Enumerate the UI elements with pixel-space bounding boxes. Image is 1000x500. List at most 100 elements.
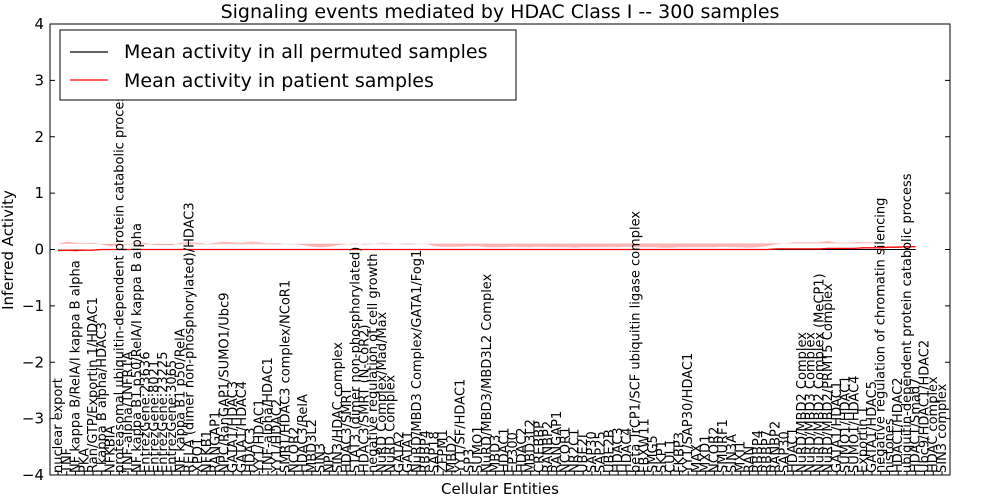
category-label: I kappa B alpha/HDAC3 (95, 322, 110, 473)
category-label: HDAC complex (926, 376, 941, 473)
y-axis-label: Inferred Activity (0, 190, 17, 310)
category-label: HDAC1/HDAC2 (891, 377, 906, 473)
category-label: Ubc9/HDAC1/HDAC2 (918, 340, 933, 473)
plot-frame (49, 23, 951, 476)
x-axis-label: Cellular Entities (441, 480, 559, 498)
category-label: SMG5 (646, 435, 661, 473)
category-label: RAN (742, 446, 757, 473)
category-label: RBBP4 (751, 430, 766, 473)
category-label: SIN3/HDAC complex (331, 342, 346, 473)
category-label: MXI1 (734, 441, 749, 473)
patient-band (58, 241, 916, 248)
category-label: HDAC4 (620, 427, 635, 473)
category-label: YY1/HDAC2 (270, 399, 285, 474)
category-label: histones (883, 418, 898, 473)
category-label: EntrezGene:3065 (165, 360, 180, 473)
category-label: SIN3 complex (935, 383, 950, 473)
category-label: XPO1 (191, 438, 206, 473)
category-label: SAP30 (585, 431, 600, 473)
category-label: STAT3 (dimer non-phosphorylated) (349, 247, 364, 473)
category-label: GATA1/HDAC4 (235, 381, 250, 473)
category-label: CUL1 (664, 439, 679, 473)
y-tick-label: 3 (34, 71, 44, 89)
category-label: NCOR2 (707, 427, 722, 473)
category-label: EntrezGene:23225 (156, 352, 171, 473)
category-label: TNF (60, 448, 75, 474)
category-label: proteasomal ubiquitin-dependent protein … (112, 88, 127, 473)
category-label: TNF-alpha/TNFR1A (121, 351, 136, 474)
category-label: YY1/SF/HDAC1 (454, 379, 469, 474)
chart-title: Signaling events mediated by HDAC Class … (221, 1, 780, 23)
category-label: NuRD/MBD2/PRMT5 Complex (821, 283, 836, 473)
category-label: RANGAP1 (209, 411, 224, 473)
category-label: PKA (77, 448, 92, 473)
legend-patient-label: Mean activity in patient samples (124, 70, 434, 92)
category-label: MBD2 (445, 435, 460, 473)
category-label: SP3 (462, 449, 477, 473)
legend-box (59, 29, 517, 101)
category-label: SKP1 (655, 440, 670, 473)
category-label: SMRT/HDAC3 complex/NCoR1 (279, 280, 294, 473)
category-label: YY1/HDAC1 (252, 399, 267, 474)
y-tick-label: −3 (22, 410, 44, 428)
category-label: SIN3A (725, 434, 740, 473)
category-label: NuRD/MBD3 Complex/GATA1/Fog1 (410, 250, 425, 473)
category-label: GATA1 (401, 431, 416, 473)
category-label: beta TrCP1/SCF ubiquitin ligase complex (629, 211, 644, 473)
category-label: NuRD/MBD3 Complex (804, 332, 819, 473)
category-label: MBD3L2 (305, 419, 320, 473)
category-label: FBXW11 (637, 418, 652, 473)
y-tick-label: −4 (22, 466, 44, 484)
y-tick-label: 2 (34, 128, 44, 146)
category-label: NuRD/MBD2 Complex (795, 332, 810, 473)
category-label: nuclear export (51, 378, 66, 473)
category-label: NuRD/MBD2 Complex (MeCP1) (813, 273, 828, 473)
category-label: NFKB1 (200, 430, 215, 473)
lines-layer (57, 246, 916, 252)
category-label: HDAC3/SMRT (N-CoR2) (357, 325, 372, 473)
category-label: NF kappa B/RelA/I kappa B alpha (69, 260, 84, 473)
y-tick-label: −2 (22, 353, 44, 371)
y-tick-label: 4 (34, 15, 44, 33)
category-label: HDAC1 (786, 427, 801, 473)
category-label: EntrezGene:23636 (139, 352, 154, 473)
category-label: SMURF1 (716, 419, 731, 473)
category-label: ubiquitin-dependent protein catabolic pr… (900, 173, 915, 473)
category-label: HDAC1 (497, 427, 512, 473)
category-label: SUMO1/HDAC4 (848, 376, 863, 473)
category-label: MBD3L2 (524, 419, 539, 473)
category-label: SAP18 (427, 431, 442, 473)
category-label: ZFPM1 (436, 429, 451, 473)
category-label: MBD3 (489, 435, 504, 473)
category-label: SUMO1/HDAC1 (839, 376, 854, 473)
category-label: NF kappa B1 p50/RelA (174, 328, 189, 473)
category-label: GATA2 (392, 431, 407, 473)
category-label: SAP30 (778, 431, 793, 473)
legend-permuted-label: Mean activity in all permuted samples (124, 41, 487, 63)
category-label: GATA1/HDAC5 (865, 381, 880, 473)
category-label: NuRD Complex (384, 375, 399, 473)
category-label: NCOR2 (287, 427, 302, 473)
category-label: NPC (322, 446, 337, 473)
y-tick-label: 1 (34, 184, 44, 202)
category-label: MXD1 (699, 435, 714, 473)
category-label: HDAC1/Smad7 (909, 378, 924, 473)
category-label: NFKBIA (104, 426, 119, 473)
category-label: HDAC3/RelA (296, 394, 311, 473)
category-label: SIN3 (314, 443, 329, 473)
category-label: negative regulation of chromatin silenci… (874, 198, 889, 473)
y-axis-ticks: −4 −3 −2 −1 0 1 2 3 4 (22, 15, 950, 484)
patient-mean-line (57, 246, 916, 252)
category-label: GATA1/HDAC3 (226, 381, 241, 473)
category-label: Exportin 1 (856, 406, 871, 473)
category-label: UBE2I (576, 434, 591, 473)
category-label: EntrezGene:8021 (147, 360, 162, 473)
category-label: RANBP2 (541, 421, 556, 473)
category-label: MAX (690, 444, 705, 473)
category-label: HDAC3 (611, 427, 626, 473)
category-label: RANBP2 (769, 421, 784, 473)
category-label: HDAC3/SMRT (340, 387, 355, 473)
y-tick-label: −1 (22, 297, 44, 315)
